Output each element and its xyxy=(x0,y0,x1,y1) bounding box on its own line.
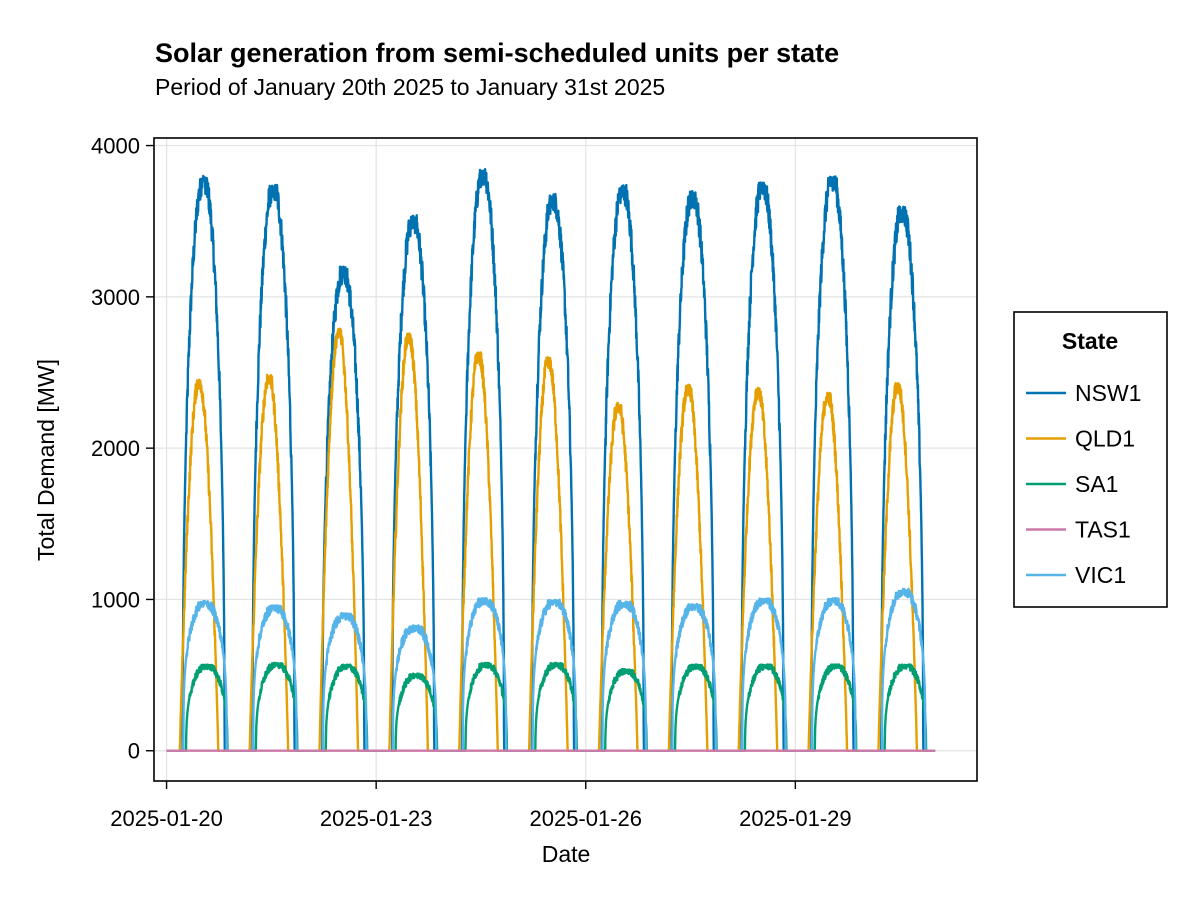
y-tick-label: 2000 xyxy=(91,436,140,461)
x-tick-label: 2025-01-26 xyxy=(529,806,642,831)
x-tick-label: 2025-01-29 xyxy=(739,806,852,831)
y-tick-label: 3000 xyxy=(91,285,140,310)
chart-title: Solar generation from semi-scheduled uni… xyxy=(155,38,839,68)
legend-label-sa1: SA1 xyxy=(1075,471,1118,497)
axis-ticks: 0 1000 2000 3000 4000 2025-01-20 2025-01-23 202… xyxy=(91,134,852,831)
y-tick-label: 4000 xyxy=(91,134,140,159)
y-axis-label: Total Demand [MW] xyxy=(33,359,59,561)
x-tick-label: 2025-01-23 xyxy=(320,806,433,831)
y-tick-label: 1000 xyxy=(91,587,140,612)
legend-label-qld1: QLD1 xyxy=(1075,426,1135,452)
x-tick-label: 2025-01-20 xyxy=(110,806,223,831)
legend-label-tas1: TAS1 xyxy=(1075,517,1131,543)
legend-frame xyxy=(1013,311,1168,608)
chart-subtitle: Period of January 20th 2025 to January 3… xyxy=(155,74,665,100)
legend-items: NSW1 QLD1 SA1 TAS1 VIC1 xyxy=(1026,380,1141,588)
y-tick-label: 0 xyxy=(128,739,140,764)
x-axis-label: Date xyxy=(542,841,591,867)
legend-label-nsw1: NSW1 xyxy=(1075,380,1141,406)
legend: State NSW1 QLD1 SA1 TAS1 VIC1 xyxy=(1013,311,1168,608)
legend-title: State xyxy=(1062,328,1118,354)
legend-label-vic1: VIC1 xyxy=(1075,562,1126,588)
plot-frame xyxy=(153,137,978,782)
series-lines xyxy=(165,168,936,752)
